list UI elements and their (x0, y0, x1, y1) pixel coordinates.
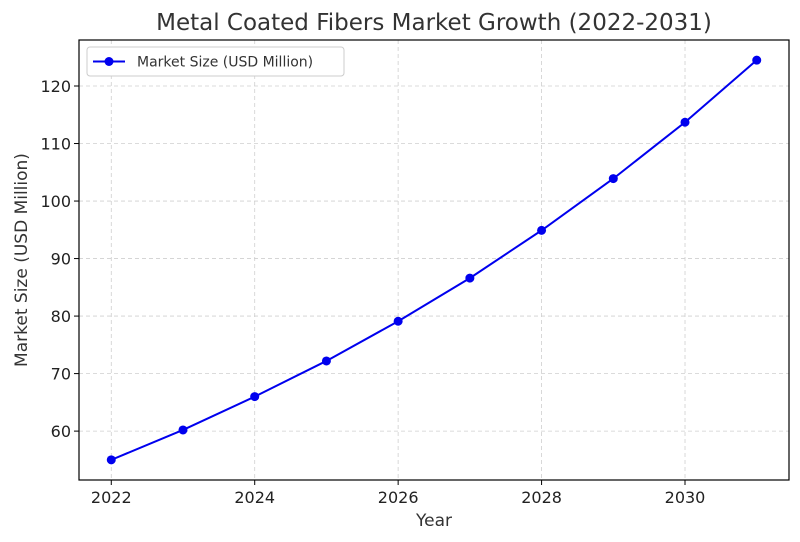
x-tick-label: 2024 (234, 488, 275, 507)
series-layer (106, 55, 762, 465)
legend-entry-label: Market Size (USD Million) (137, 55, 313, 71)
y-tick-label: 60 (51, 422, 71, 441)
data-point (178, 425, 188, 435)
data-point (680, 117, 690, 127)
legend-box (86, 46, 345, 77)
data-point (393, 316, 403, 326)
data-point (537, 225, 547, 235)
grid-lines (79, 40, 789, 480)
series-line (110, 59, 758, 461)
x-tick-label: 2022 (91, 488, 132, 507)
y-tick-label: 80 (51, 307, 71, 326)
data-point (250, 392, 260, 402)
x-tick-label: 2030 (665, 488, 706, 507)
x-tick-label: 2028 (521, 488, 562, 507)
data-point (465, 273, 475, 283)
axis-ticks: 2022 2024 2026 2028 2030 60 70 80 90 100 110 120 (40, 77, 705, 507)
y-axis-label: Market Size (USD Million) (12, 153, 32, 367)
axes-spines (78, 39, 790, 481)
plot-frame (78, 39, 790, 481)
x-tick-label: 2026 (378, 488, 419, 507)
chart-title: Metal Coated Fibers Market Growth (2022-… (156, 10, 712, 36)
y-tick-label: 110 (40, 135, 71, 154)
legend: Market Size (USD Million) (86, 46, 345, 77)
data-point (752, 55, 762, 65)
data-point (321, 356, 331, 366)
data-point (608, 174, 618, 184)
x-axis-label: Year (415, 511, 452, 531)
data-point (106, 455, 116, 465)
legend-marker-swatch (104, 57, 114, 66)
y-tick-label: 120 (40, 77, 71, 96)
y-tick-label: 100 (40, 192, 71, 211)
y-tick-label: 70 (51, 365, 71, 384)
y-tick-label: 90 (51, 250, 71, 269)
